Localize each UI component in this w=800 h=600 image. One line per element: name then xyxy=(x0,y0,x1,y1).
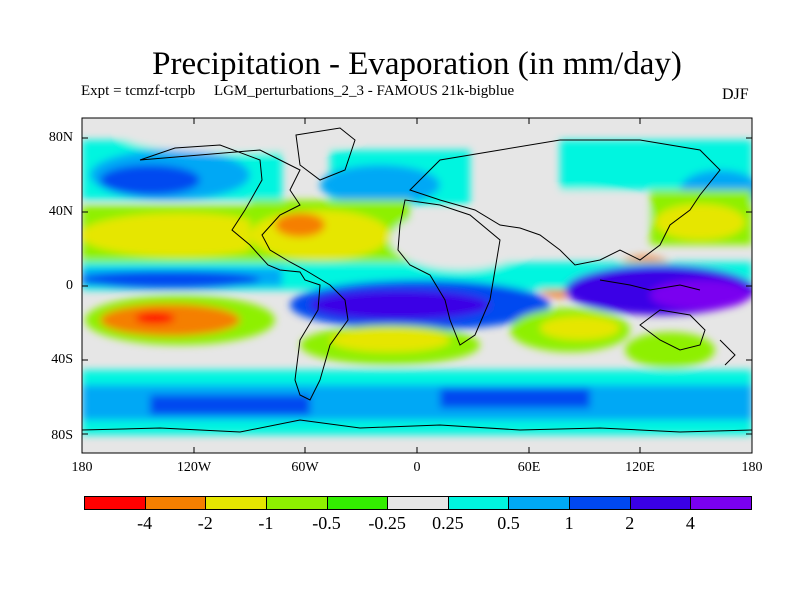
colorbar-swatch xyxy=(508,496,571,510)
lon-tick-label: 60E xyxy=(517,460,541,475)
lon-tick-label: 180 xyxy=(71,460,93,475)
colorbar-swatch xyxy=(144,496,207,510)
lat-tick-label: 80S xyxy=(51,428,73,443)
colorbar-swatch xyxy=(629,496,692,510)
lat-tick-label: 0 xyxy=(66,278,73,293)
lon-tick-label: 180 xyxy=(741,460,763,475)
coastlines xyxy=(82,127,752,433)
lon-tick-label: 0 xyxy=(413,460,421,475)
lat-tick-label: 40N xyxy=(48,204,73,219)
lon-tick-label: 120W xyxy=(176,460,212,475)
lon-tick-label: 120E xyxy=(625,460,655,475)
lon-tick-label: 60W xyxy=(291,460,319,475)
colorbar-label: 0.5 xyxy=(497,513,520,533)
lat-tick-label: 40S xyxy=(51,352,73,367)
colorbar-swatch xyxy=(690,496,752,510)
season-label: DJF xyxy=(722,86,749,103)
axis-ticks xyxy=(81,118,753,453)
colorbar-swatch xyxy=(569,496,631,510)
lat-tick-label: 80N xyxy=(48,130,73,145)
colorbar-label: 2 xyxy=(625,513,635,533)
colorbar-label: -0.25 xyxy=(368,513,406,533)
colorbar-label: 1 xyxy=(564,513,574,533)
colorbar-swatch xyxy=(84,496,146,510)
colorbar-swatch xyxy=(447,496,510,510)
colorbar-swatch xyxy=(326,496,389,510)
experiment-label: Expt = tcmzf-tcrpb LGM_perturbations_2_3… xyxy=(81,83,515,99)
colorbar-label: -2 xyxy=(197,513,213,533)
colorbar-swatch xyxy=(387,496,449,510)
colorbar-label: 0.25 xyxy=(432,513,464,533)
colorbar-label: 4 xyxy=(685,513,695,533)
colorbar-swatch xyxy=(205,496,267,510)
colorbar-swatch xyxy=(265,496,328,510)
colorbar-label: -0.5 xyxy=(312,513,341,533)
p-e-field xyxy=(82,118,752,453)
colorbar-label: -1 xyxy=(258,513,274,533)
colorbar-label: -4 xyxy=(137,513,153,533)
chart-title: Precipitation - Evaporation (in mm/day) xyxy=(152,46,682,82)
